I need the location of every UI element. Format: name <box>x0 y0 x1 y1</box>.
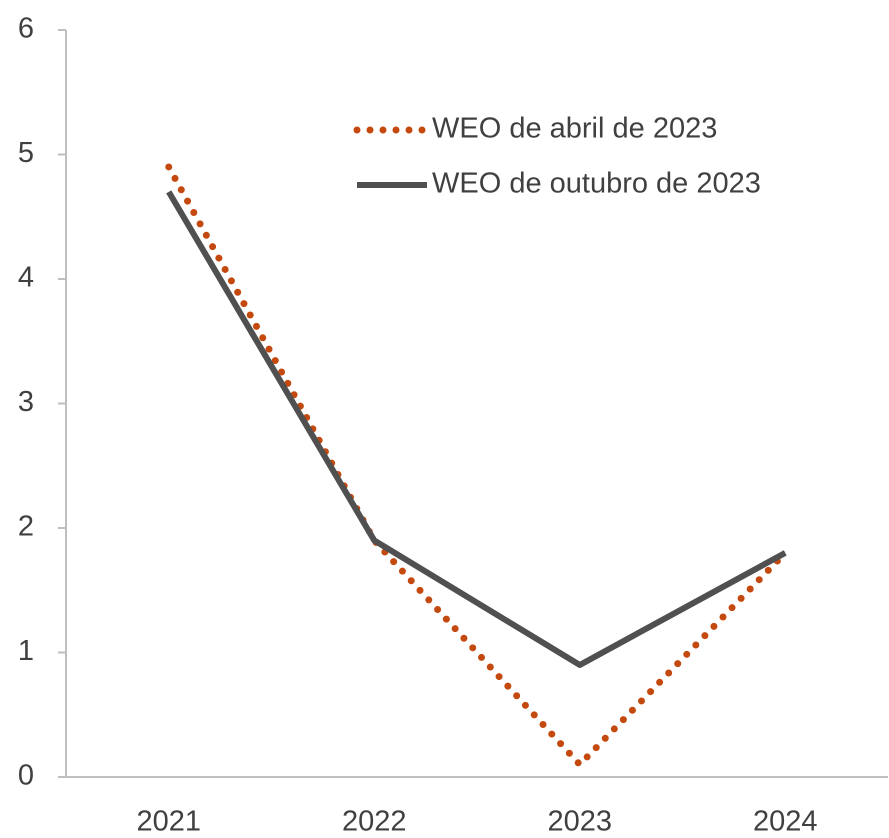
x-tick-label: 2024 <box>753 806 818 838</box>
x-tick-label: 2023 <box>547 806 612 838</box>
y-tick-label: 1 <box>18 635 34 667</box>
y-tick-label: 2 <box>18 511 34 543</box>
y-tick-label: 4 <box>18 262 34 294</box>
legend-label: WEO de abril de 2023 <box>432 113 717 145</box>
series-line <box>166 190 787 668</box>
y-tick-label: 0 <box>18 760 34 792</box>
y-tick-label: 5 <box>18 137 34 169</box>
x-tick-label: 2022 <box>342 806 407 838</box>
legend-label: WEO de outubro de 2023 <box>432 168 761 200</box>
y-tick-label: 3 <box>18 386 34 418</box>
y-tick-label: 6 <box>18 13 34 45</box>
series-line <box>165 163 789 770</box>
x-tick-label: 2021 <box>136 806 201 838</box>
